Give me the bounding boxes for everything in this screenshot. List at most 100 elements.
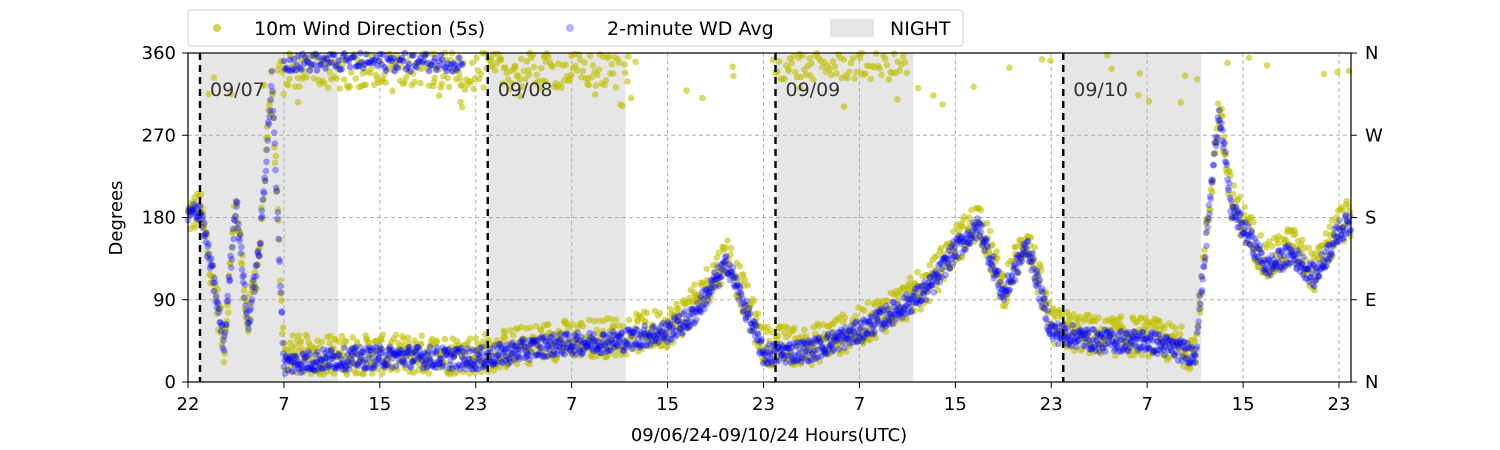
series-1-point [1344,218,1351,225]
series-1-point [1209,161,1217,169]
series-0-point [880,307,887,315]
series-1-point [566,336,573,344]
series-1-point [1073,332,1081,340]
series-1-point [995,284,1003,292]
series-1-point [295,365,302,372]
series-1-point [1172,338,1180,346]
series-1-point [1322,263,1330,270]
series-1-point [1054,320,1062,327]
series-1-point [546,346,553,354]
series-1-point [531,338,538,346]
series-1-point [1129,333,1137,341]
series-1-point [1152,330,1160,338]
series-0-point [1335,234,1343,241]
series-1-point [450,60,458,67]
series-1-point [717,273,724,281]
series-0-point [382,79,390,86]
series-1-point [727,268,735,276]
series-1-point [1221,158,1229,165]
series-1-point [1073,343,1080,351]
series-1-point [1071,334,1079,342]
series-1-point [246,307,253,315]
series-1-point [376,343,384,350]
series-1-point [641,322,649,330]
series-1-point [353,361,360,369]
series-1-point [751,332,759,340]
series-1-point [947,243,954,251]
series-1-point [267,96,275,103]
series-0-point [630,335,637,342]
series-1-point [1224,176,1231,183]
series-1-point [992,268,999,275]
series-1-point [279,339,287,347]
series-1-point [1275,247,1283,254]
series-1-point [790,340,798,347]
series-0-point [389,87,396,95]
series-0-point [1088,342,1095,349]
series-0-point [368,370,376,377]
x-tick-label-3: 23 [464,394,487,415]
series-1-point [925,284,932,291]
series-1-point [549,343,556,350]
series-1-point [505,355,512,363]
series-1-point [296,64,304,71]
series-1-point [752,321,759,329]
series-1-point [632,326,640,333]
series-1-point [250,273,258,281]
series-1-point [716,274,723,282]
series-1-point [796,345,803,353]
series-1-point [916,294,923,302]
series-1-point [962,235,970,242]
series-1-point [431,359,439,366]
series-1-point [341,364,349,371]
series-0-point [405,340,413,347]
series-1-point [552,338,559,346]
series-1-point [1208,179,1216,187]
series-1-point [688,305,696,313]
series-1-point [487,348,495,356]
series-1-point [1118,327,1125,335]
series-0-point [281,64,289,72]
series-1-point [1009,278,1017,285]
series-1-point [1250,252,1258,259]
series-1-point [317,356,325,364]
series-1-point [1132,343,1140,350]
series-0-point [730,72,737,80]
series-1-point [337,361,345,368]
series-1-point [1149,336,1156,344]
series-1-point [1294,247,1301,254]
series-1-point [577,337,584,344]
series-1-point [1131,328,1138,336]
series-0-point [312,360,319,367]
series-1-point [723,264,731,272]
series-0-point [529,52,536,59]
series-1-point [1031,275,1038,282]
series-1-point [932,270,939,278]
series-1-point [399,359,407,367]
series-1-point [592,347,600,355]
series-1-point [565,339,572,347]
series-1-point [841,344,848,352]
series-0-point [608,60,615,68]
series-1-point [928,282,936,290]
series-0-point [1071,347,1078,354]
series-0-point [927,279,934,286]
series-0-point [471,369,479,377]
series-0-point [727,251,734,258]
series-1-point [1058,322,1066,330]
series-1-point [450,353,457,361]
series-1-point [1037,288,1045,295]
series-1-point [1185,344,1192,352]
series-1-point [414,343,422,351]
series-1-point [304,364,312,372]
series-1-point [284,67,292,74]
series-1-point [1319,263,1327,271]
series-1-point [628,332,635,340]
series-1-point [807,356,815,364]
series-1-point [968,233,975,240]
series-1-point [1036,276,1044,284]
series-1-point [1175,343,1183,351]
series-1-point [427,358,435,365]
series-1-point [336,66,344,73]
series-0-point [1197,305,1205,312]
